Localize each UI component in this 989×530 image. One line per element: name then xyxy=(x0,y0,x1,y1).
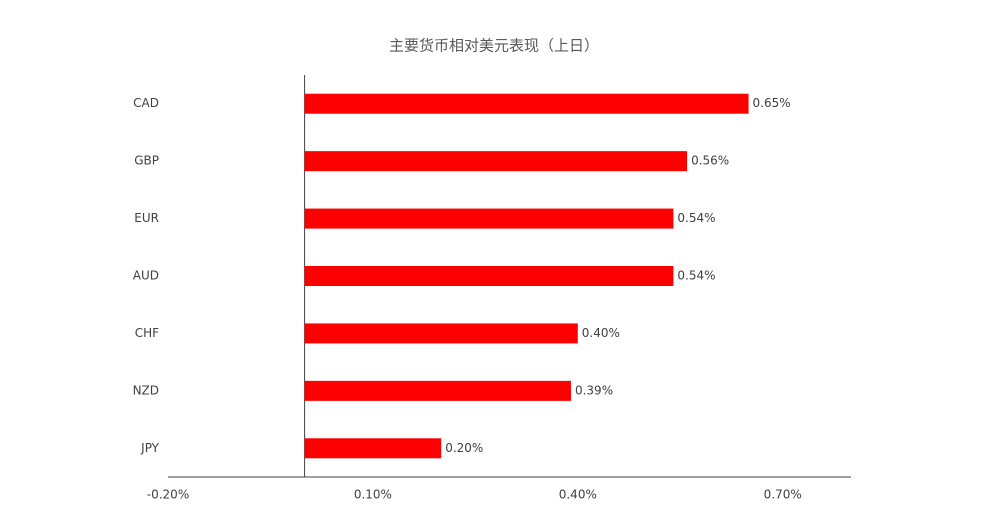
data-label: 0.20% xyxy=(445,441,483,455)
bar xyxy=(304,208,674,229)
bar xyxy=(304,93,749,114)
data-label: 0.54% xyxy=(677,211,715,225)
y-tick-label: EUR xyxy=(134,211,159,225)
x-tick-label: 0.40% xyxy=(559,488,597,502)
x-tick-label: -0.20% xyxy=(147,488,189,502)
y-tick-label: AUD xyxy=(133,269,159,283)
bar xyxy=(304,380,571,401)
data-label: 0.39% xyxy=(575,383,613,397)
bar xyxy=(304,323,578,344)
chart-title: 主要货币相对美元表现（上日） xyxy=(389,37,599,55)
bar xyxy=(304,266,674,286)
x-tick-label: 0.10% xyxy=(354,488,392,502)
data-label: 0.54% xyxy=(677,269,715,283)
data-label: 0.65% xyxy=(753,96,791,110)
y-tick-label: GBP xyxy=(134,154,159,168)
y-tick-label: CHF xyxy=(135,326,159,340)
x-tick-label: 0.70% xyxy=(764,488,802,502)
data-label: 0.40% xyxy=(582,326,620,340)
y-tick-label: CAD xyxy=(133,96,159,110)
bar xyxy=(304,151,688,172)
y-tick-label: JPY xyxy=(140,441,160,455)
y-tick-label: NZD xyxy=(133,383,159,397)
bar xyxy=(304,438,442,459)
data-label: 0.56% xyxy=(691,154,729,168)
